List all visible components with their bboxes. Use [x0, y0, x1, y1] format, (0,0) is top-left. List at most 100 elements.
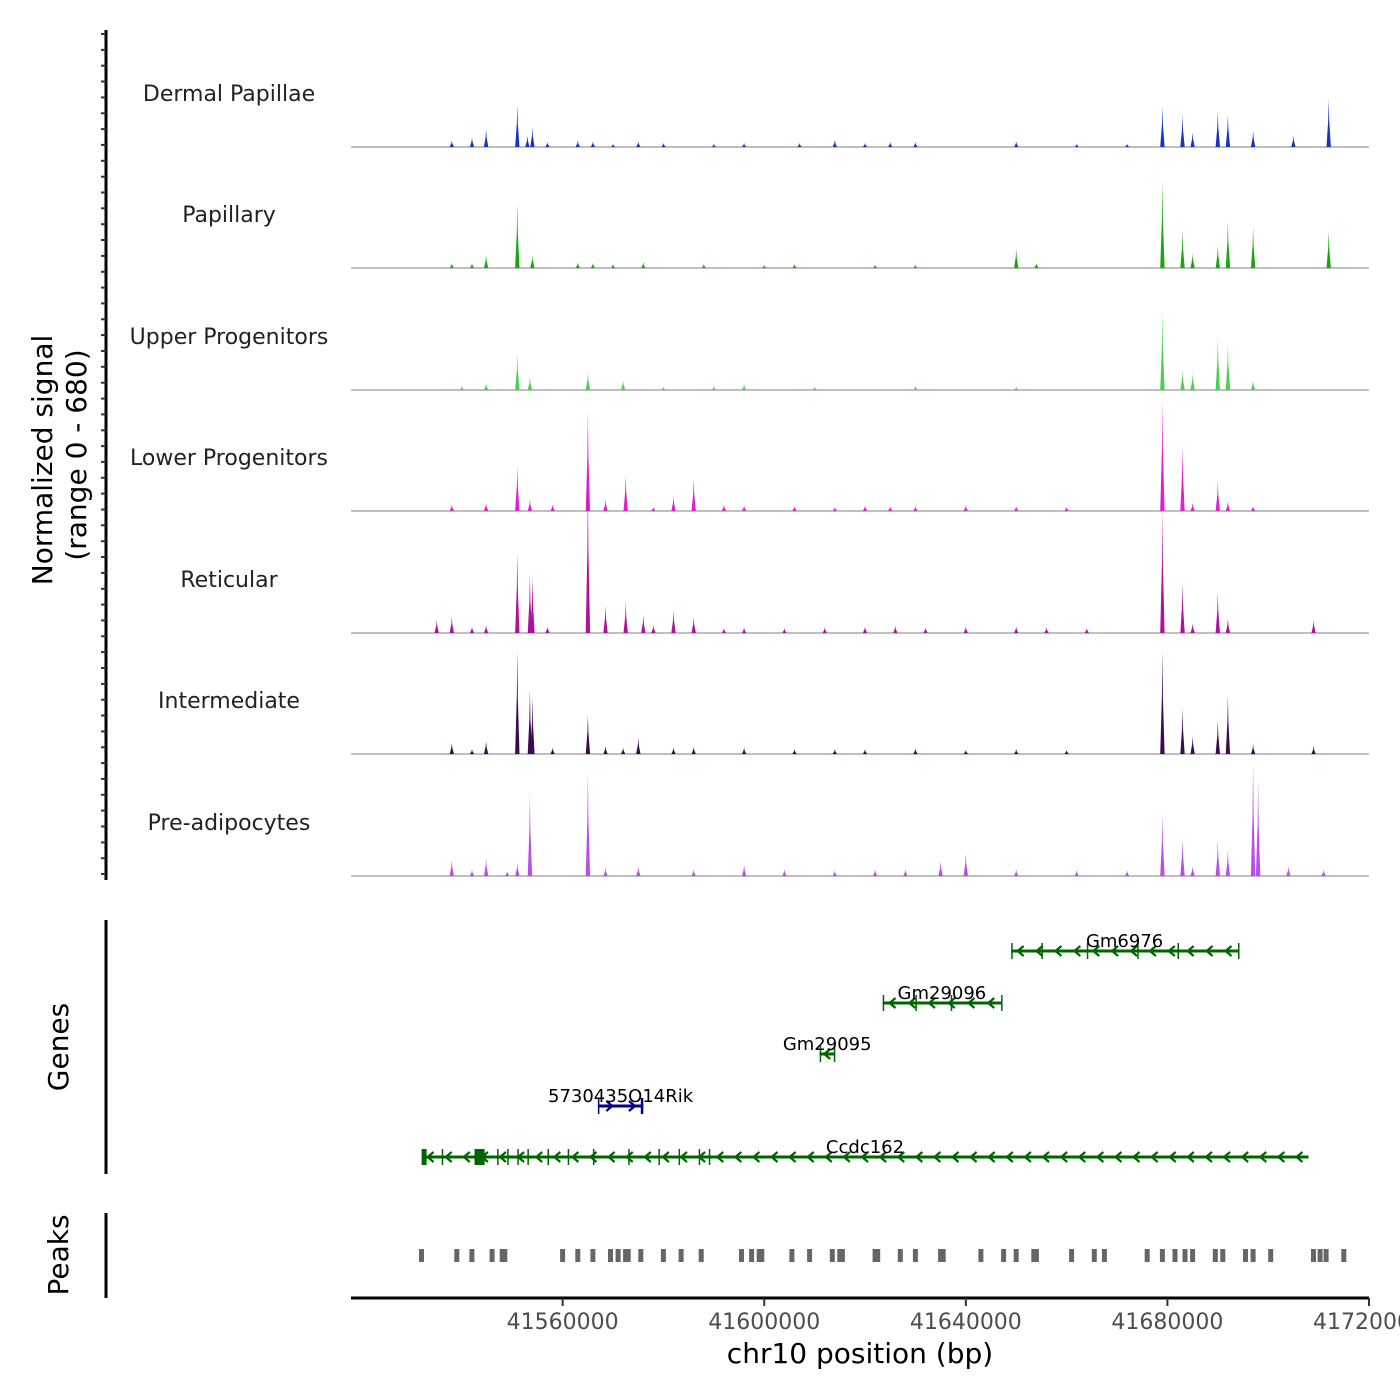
coverage-peak	[527, 793, 533, 876]
peak-interval	[1323, 1249, 1329, 1262]
strand-arrow	[950, 1151, 960, 1163]
strand-arrow	[605, 1100, 614, 1112]
coverage-peak	[590, 141, 596, 147]
gene-exon	[1177, 943, 1179, 959]
strand-arrow	[715, 1151, 724, 1163]
peak-interval	[1069, 1249, 1075, 1262]
peak-intervals	[419, 1249, 1347, 1262]
peak-interval	[1212, 1249, 1218, 1262]
coverage-peak	[1225, 344, 1231, 390]
gene-exon	[507, 1149, 509, 1165]
coverage-peak	[782, 869, 787, 876]
coverage-peak	[1014, 141, 1019, 147]
peak-interval	[978, 1249, 984, 1262]
coverage-peak	[1250, 130, 1256, 147]
strand-arrow	[1148, 945, 1157, 957]
x-tick-label: 41680000	[1111, 1310, 1223, 1335]
coverage-peak	[691, 746, 696, 754]
gene-exon	[497, 1149, 499, 1165]
coverage-peak	[721, 628, 727, 633]
strand-arrow	[1072, 945, 1082, 957]
coverage-peak	[862, 626, 868, 633]
track-1: Dermal Papillae	[143, 82, 1369, 148]
coverage-peak	[585, 480, 591, 633]
coverage-peak	[449, 859, 454, 876]
peak-interval	[897, 1249, 903, 1262]
peak-interval	[560, 1249, 566, 1262]
gene-label: Gm29096	[898, 983, 987, 1004]
gene-label: Gm6976	[1086, 931, 1163, 952]
strand-arrow	[968, 1151, 978, 1163]
strand-arrow	[1204, 1151, 1213, 1163]
strand-arrow	[1059, 1151, 1068, 1163]
gene-label: Ccdc162	[826, 1137, 904, 1158]
strand-arrow	[932, 1151, 942, 1163]
strand-arrow	[1223, 945, 1233, 957]
coverage-peak	[636, 737, 641, 754]
coverage-peak	[862, 143, 868, 147]
coverage-peak	[527, 499, 533, 511]
track-label: Lower Progenitors	[130, 446, 328, 471]
peak-interval	[469, 1249, 475, 1262]
coverage-peak	[620, 380, 626, 390]
strand-arrow	[914, 1151, 924, 1163]
strand-arrow	[480, 1151, 489, 1163]
strand-arrow	[1077, 1151, 1086, 1163]
strand-arrow	[661, 1151, 670, 1163]
strand-arrow	[1095, 1151, 1105, 1163]
coverage-peak	[585, 770, 591, 876]
coverage-peak	[741, 384, 747, 390]
coverage-peak	[1180, 582, 1185, 633]
strand-arrow	[842, 1151, 851, 1163]
peak-interval	[698, 1249, 704, 1262]
coverage-peak	[1160, 814, 1165, 876]
coverage-peak	[1250, 227, 1256, 268]
strand-arrow	[1222, 1151, 1231, 1163]
gene-exon	[628, 1149, 630, 1165]
coverage-peak	[651, 507, 656, 511]
coverage-peak	[1064, 750, 1069, 754]
coverage-peak	[1286, 866, 1291, 876]
coverage-peak	[1225, 850, 1231, 876]
peak-interval	[499, 1249, 508, 1262]
peak-interval	[1091, 1249, 1097, 1262]
gene-label: 5730435O14Rik	[548, 1086, 694, 1107]
coverage-peak	[620, 747, 626, 754]
strand-arrow	[860, 1151, 869, 1163]
peak-interval	[872, 1249, 881, 1262]
coverage-peak	[1255, 780, 1261, 876]
coverage-peak	[792, 506, 797, 511]
gene-exon	[1041, 943, 1043, 959]
peak-interval	[615, 1249, 621, 1262]
peak-interval	[608, 1249, 613, 1262]
coverage-peak	[862, 749, 868, 754]
coverage-peak	[832, 749, 837, 754]
coverage-peak	[530, 127, 535, 147]
coverage-peak	[515, 354, 520, 390]
peak-interval	[829, 1249, 835, 1262]
coverage-peak	[1180, 446, 1185, 511]
coverage-peak	[527, 689, 533, 754]
coverage-peak	[651, 624, 656, 633]
peak-interval	[454, 1249, 460, 1262]
coverage-peak	[483, 858, 489, 876]
coverage-peak	[515, 465, 520, 511]
coverage-peak	[963, 853, 968, 876]
genes-panel: Genes Gm6976 Gm29096 Gm29095 5730435O14Rik C…	[42, 920, 1309, 1174]
coverage-peak	[671, 610, 676, 633]
strand-arrow	[824, 1151, 833, 1163]
strand-arrow	[769, 1151, 779, 1163]
coverage-peak	[449, 263, 454, 268]
coverage-peak	[1034, 263, 1039, 268]
coverage-peak	[872, 264, 878, 268]
strand-arrow	[986, 997, 995, 1009]
coverage-peak	[525, 135, 530, 147]
coverage-peak	[1215, 245, 1220, 268]
track-6: Intermediate	[158, 650, 1369, 755]
coverage-peak	[530, 576, 535, 633]
coverage-peak	[1225, 501, 1231, 511]
coverage-peak	[527, 377, 533, 390]
coverage-peak	[1190, 502, 1195, 511]
strand-arrow	[516, 1151, 525, 1163]
coverage-peak	[963, 505, 968, 511]
